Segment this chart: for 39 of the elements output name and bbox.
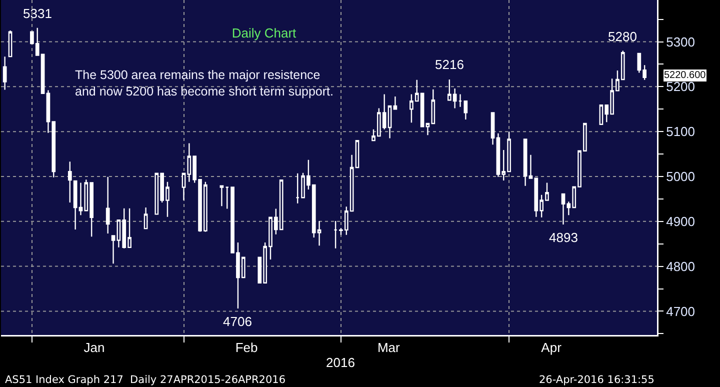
x-tick-label: Apr [541,340,562,356]
candlestick [8,30,12,58]
candlestick [106,176,110,234]
y-tick-label: 5300 [666,34,696,50]
annotation: 4706 [223,314,252,329]
candlestick [225,186,230,210]
annotation: 4893 [549,230,578,245]
y-tick-label: 5200 [666,79,696,94]
text: AS51 Index Graph 217 Daily 27APR2015-26APR2016 [5,374,286,386]
candlestick [458,94,462,108]
candlestick [2,56,7,90]
x-tick-label: Feb [235,340,258,356]
candlestick [523,138,528,187]
y-tick-label: 4700 [666,304,696,319]
annotation: 5220.600 [664,70,706,81]
x-axis-title: 2016 [326,355,355,370]
candlestick [561,193,566,226]
candlestick [334,220,338,249]
y-tick-label: 5000 [666,169,696,184]
candlestick [220,185,224,207]
y-tick-label: 5100 [666,124,696,140]
y-tick-label: 4800 [666,258,696,274]
annotation: The 5300 area remains the major resistence and now 5200 has become short term support. [75,68,334,98]
x-tick-label: Jan [84,340,105,356]
candlestick [464,100,468,120]
annotation: 5280 [608,29,637,44]
candlestick [490,112,495,146]
candlestick [393,96,398,110]
candlestick [111,235,116,264]
annotation: 5331 [23,6,52,21]
text: 26-Apr-2016 16:31:55 [539,374,654,386]
x-tick-label: Mar [377,340,401,356]
candlestick [68,161,72,204]
candlestick [144,206,148,230]
candlestick [296,172,300,204]
annotation: 5216 [435,57,464,72]
text: Daily Chart [232,26,297,41]
candlestick [355,140,360,168]
y-tick-label: 4900 [666,214,696,229]
